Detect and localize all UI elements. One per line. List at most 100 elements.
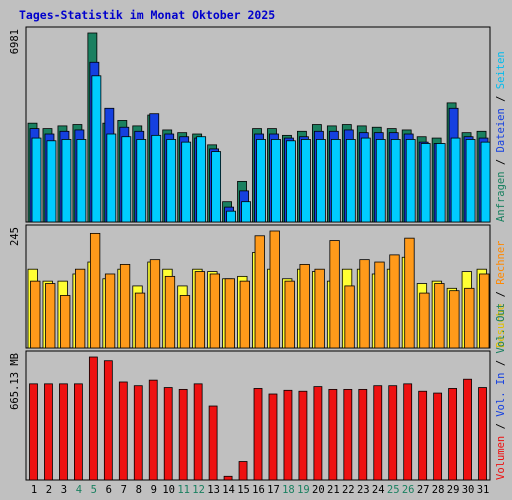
bar-rechner-day-9 (149, 259, 161, 349)
panel-visits: 245 (9, 224, 491, 349)
bar-volumen-day-11 (178, 388, 188, 481)
x-tick-label: 9 (151, 484, 157, 496)
bar-volumen-day-10 (163, 387, 173, 481)
bar-volumen-day-12 (193, 383, 203, 481)
bar-volumen-day-13 (208, 405, 218, 481)
bar-seiten-day-31 (480, 141, 491, 223)
bar-rechner-day-6 (104, 273, 116, 349)
bar-volumen-day-9 (148, 379, 158, 481)
series-volumen (29, 356, 487, 481)
bar-seiten-day-10 (166, 139, 177, 223)
bar-seiten-day-3 (61, 139, 72, 223)
bar-volumen-day-5 (88, 356, 98, 481)
x-tick-label: 15 (237, 484, 250, 496)
x-tick-label: 21 (327, 484, 340, 496)
bar-volumen-day-17 (268, 393, 278, 481)
x-tick-label: 7 (121, 484, 127, 496)
bar-rechner-day-4 (75, 268, 86, 349)
side-label-part: Seiten (495, 51, 507, 89)
bar-seiten-day-6 (106, 133, 117, 223)
bar-rechner-day-10 (164, 275, 176, 349)
bar-rechner-day-15 (239, 280, 250, 349)
bar-seiten-day-12 (196, 136, 207, 223)
x-tick-label: 8 (136, 484, 142, 496)
bar-seiten-day-4 (76, 139, 87, 223)
chart-title: Tages-Statistik im Monat Oktober 2025 (19, 8, 275, 22)
bar-rechner-day-26 (404, 237, 415, 349)
bar-volumen-day-23 (358, 388, 368, 481)
side-label-part: / (495, 152, 507, 171)
panel-max-label: 6981 (9, 29, 21, 54)
bar-rechner-day-3 (60, 295, 71, 349)
x-tick-label: 27 (417, 484, 430, 496)
series-seiten (31, 75, 491, 223)
side-label-part: / (495, 89, 507, 108)
bar-seiten-day-27 (420, 143, 431, 223)
bar-volumen-day-19 (298, 390, 308, 481)
x-tick-label: 17 (267, 484, 280, 496)
bar-seiten-day-1 (31, 137, 42, 223)
bar-seiten-day-20 (315, 139, 326, 223)
x-tick-label: 3 (61, 484, 67, 496)
x-tick-label: 4 (76, 484, 82, 496)
bar-volumen-day-26 (403, 383, 413, 481)
bar-rechner-day-1 (30, 280, 41, 349)
bar-seiten-day-17 (271, 139, 281, 223)
bar-volumen-day-20 (313, 386, 323, 481)
bar-seiten-day-29 (450, 137, 461, 223)
series-side-labels: Anfragen / Dateien / Seiten Besuche / Rec… (495, 51, 507, 480)
bar-seiten-day-2 (46, 140, 57, 223)
bar-volumen-day-18 (283, 389, 293, 481)
bar-seiten-day-28 (435, 143, 446, 223)
bar-seiten-day-15 (241, 201, 251, 223)
bar-volumen-day-31 (478, 387, 487, 481)
bar-volumen-day-30 (463, 378, 472, 481)
bar-volumen-day-24 (373, 385, 383, 481)
bar-seiten-day-9 (151, 134, 162, 223)
bar-rechner-day-29 (449, 290, 460, 349)
bar-seiten-day-19 (301, 139, 311, 223)
side-label-part: Dateien (495, 108, 507, 152)
panel-volume: 665.13 MB (9, 350, 491, 481)
panel-max-label: 665.13 MB (9, 353, 21, 410)
x-tick-label: 22 (342, 484, 355, 496)
x-tick-label: 25 (387, 484, 400, 496)
bar-seiten-day-11 (181, 141, 192, 223)
bar-rechner-day-30 (464, 287, 475, 349)
bar-volumen-day-8 (133, 385, 143, 481)
bar-seiten-day-25 (390, 139, 401, 223)
bar-volumen-day-29 (448, 388, 458, 481)
x-tick-label: 30 (462, 484, 475, 496)
bar-volumen-day-4 (74, 383, 83, 481)
side-label-part: Vol. Out (495, 303, 507, 354)
bar-rechner-day-14 (224, 278, 235, 349)
bar-volumen-day-25 (388, 385, 398, 481)
bar-rechner-day-12 (194, 271, 206, 349)
x-tick-label: 12 (192, 484, 205, 496)
bar-rechner-day-16 (254, 235, 265, 349)
bar-rechner-day-13 (209, 273, 221, 349)
bar-seiten-day-23 (360, 137, 371, 223)
side-label-top: Anfragen / Dateien / Seiten (495, 51, 507, 222)
bar-rechner-day-20 (314, 268, 325, 349)
bar-seiten-day-22 (345, 139, 356, 223)
bar-rechner-day-23 (359, 259, 370, 349)
x-tick-label: 19 (297, 484, 310, 496)
x-tick-label: 16 (252, 484, 265, 496)
bar-rechner-day-25 (389, 254, 400, 349)
bar-rechner-day-28 (434, 283, 445, 349)
side-label-mid: Besuche / Rechner (495, 241, 507, 349)
bar-rechner-day-2 (45, 283, 56, 349)
bar-seiten-day-7 (121, 136, 132, 223)
side-label-part: / (495, 354, 507, 373)
x-tick-label: 20 (312, 484, 325, 496)
bar-volumen-day-3 (59, 383, 68, 481)
bar-rechner-day-8 (134, 292, 146, 349)
x-tick-label: 10 (162, 484, 175, 496)
bar-seiten-day-14 (226, 210, 236, 223)
bar-volumen-day-22 (343, 388, 353, 481)
x-tick-label: 24 (372, 484, 385, 496)
bar-rechner-day-18 (284, 280, 295, 349)
bar-seiten-day-26 (405, 139, 416, 223)
